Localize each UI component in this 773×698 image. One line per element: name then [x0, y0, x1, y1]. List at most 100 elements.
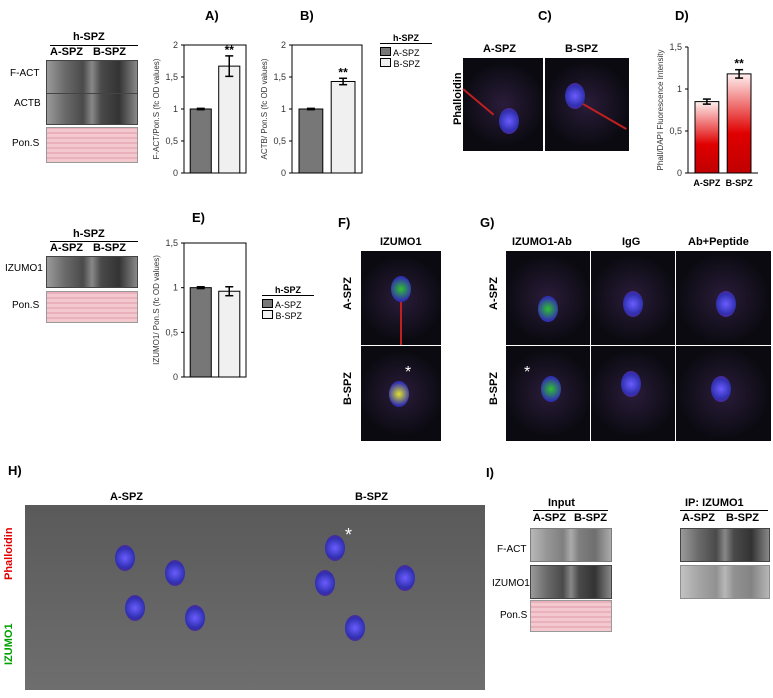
y-axis-label: IZUMO1/ Pon.S (fc OD values) — [152, 255, 161, 365]
blot-e-pons — [46, 291, 138, 323]
y-tick-label: 1 — [173, 104, 178, 114]
image-c-a — [462, 57, 544, 152]
i-col-b1: B-SPZ — [574, 512, 607, 524]
g-col-1: IZUMO1-Ab — [512, 236, 572, 248]
blot-col-b: B-SPZ — [93, 46, 126, 58]
y-tick-label: 1 — [677, 84, 682, 94]
legend-e-b: B-SPZ — [275, 311, 303, 321]
significance-mark: ** — [734, 57, 744, 71]
chart-d: 0 0,5 1 1,5 Phall/DAPI Fluorescence Intensit… — [656, 42, 758, 188]
i-col-b2: B-SPZ — [726, 512, 759, 524]
y-tick-label: 2 — [281, 40, 286, 50]
h-asterisk: * — [345, 525, 353, 545]
blot-pons — [46, 127, 138, 163]
y-tick-label: 0 — [173, 168, 178, 178]
h-col-a: A-SPZ — [110, 491, 143, 503]
image-c-b — [544, 57, 630, 152]
legend-title: h-SPZ — [380, 33, 432, 44]
y-tick-label: 1,5 — [273, 72, 286, 82]
blot-e-izumo1 — [46, 256, 138, 288]
bar-a-spz — [189, 287, 212, 378]
blot-row-pons: Pon.S — [12, 138, 40, 149]
legend-e-title: h-SPZ — [262, 285, 314, 296]
i-blot-input-pons — [530, 600, 612, 632]
blot-e-col-a: A-SPZ — [50, 242, 83, 254]
panel-label-a: A) — [205, 8, 219, 23]
y-tick-label: 1,5 — [165, 72, 178, 82]
bar-b-spz — [218, 65, 241, 174]
legend-e: h-SPZ A-SPZ B-SPZ — [262, 285, 314, 321]
y-axis-label: ACTB/ Pon.S (fc OD values) — [260, 58, 269, 159]
image-g-2a — [590, 250, 676, 347]
panel-label-d: D) — [675, 8, 689, 23]
c-col-a: A-SPZ — [483, 43, 516, 55]
image-f-a — [360, 250, 442, 347]
i-row-izumo1: IZUMO1 — [492, 578, 530, 589]
y-tick-label: 0,5 — [273, 136, 286, 146]
significance-mark: ** — [338, 65, 348, 79]
image-h-3d: * — [25, 505, 485, 690]
f-row-b: B-SPZ — [342, 372, 354, 405]
i-blot-input-f-act — [530, 528, 612, 562]
blot-e-col-b: B-SPZ — [93, 242, 126, 254]
bar-b-spz — [330, 80, 356, 174]
g-col-2: IgG — [622, 236, 641, 248]
y-axis-label: Phall/DAPI Fluorescence Intensity — [656, 50, 665, 171]
i-blot-input-izumo1 — [530, 565, 612, 599]
i-group-input: Input — [548, 497, 575, 509]
g-row-a: A-SPZ — [488, 277, 500, 310]
y-tick-label: 1 — [173, 283, 178, 293]
blot-f-act — [46, 60, 138, 95]
panel-label-c: C) — [538, 8, 552, 23]
x-tick-label: B-SPZ — [726, 178, 754, 188]
i-col-a1: A-SPZ — [533, 512, 566, 524]
g-col-3: Ab+Peptide — [688, 236, 749, 248]
blot-e-group: h-SPZ — [73, 228, 105, 240]
y-tick-label: 0 — [173, 372, 178, 382]
panel-label-f: F) — [338, 215, 351, 230]
y-tick-label: 1 — [281, 104, 286, 114]
bar-b-spz — [218, 290, 241, 378]
x-tick-label: A-SPZ — [693, 178, 721, 188]
bar-a-spz — [694, 101, 720, 174]
bar-b-spz — [726, 73, 752, 174]
y-tick-label: 0,5 — [669, 126, 682, 136]
image-g-3b — [675, 345, 772, 442]
image-g-3a — [675, 250, 772, 347]
h-col-b: B-SPZ — [355, 491, 388, 503]
bar-a-spz — [189, 108, 212, 174]
legend-top: h-SPZ A-SPZ B-SPZ — [380, 33, 432, 69]
y-tick-label: 0,5 — [165, 136, 178, 146]
blot-e-row-pons: Pon.S — [12, 300, 40, 311]
i-row-f-act: F-ACT — [497, 544, 527, 555]
chart-e: 0 0,5 1 1,5 IZUMO1/ Pon.S (fc OD values) — [152, 238, 247, 382]
image-g-1b: * — [505, 345, 591, 442]
i-blot-ip-f-act — [680, 528, 770, 562]
f-col-izumo1: IZUMO1 — [380, 236, 422, 248]
bar-a-spz — [298, 108, 324, 174]
chart-a: 0 0,5 1 1,5 2 F-ACT/Pon.S (fc OD values) ** — [152, 40, 247, 178]
image-f-b: * — [360, 345, 442, 442]
y-tick-label: 1,5 — [165, 238, 178, 248]
blot-row-f-act: F-ACT — [10, 68, 40, 79]
panel-label-b: B) — [300, 8, 314, 23]
significance-mark: ** — [225, 43, 235, 57]
chart-b: 0 0,5 1 1,5 2 ACTB/ Pon.S (fc OD values) ** — [260, 40, 363, 178]
blot-e-row-izumo1: IZUMO1 — [5, 263, 43, 274]
blot-col-a: A-SPZ — [50, 46, 83, 58]
image-g-1a — [505, 250, 591, 347]
y-axis-label: F-ACT/Pon.S (fc OD values) — [152, 58, 161, 159]
h-stain-phalloidin: Phalloidin — [3, 527, 15, 580]
blot-group-label: h-SPZ — [73, 31, 105, 43]
y-tick-label: 0 — [677, 168, 682, 178]
legend-e-a: A-SPZ — [275, 300, 302, 310]
g-asterisk: * — [524, 364, 531, 381]
legend-a: A-SPZ — [393, 48, 420, 58]
f-row-a: A-SPZ — [342, 277, 354, 310]
i-row-pons: Pon.S — [500, 610, 528, 621]
blot-actb — [46, 93, 138, 125]
panel-label-i: I) — [486, 465, 494, 480]
panel-label-e: E) — [192, 210, 205, 225]
panel-label-g: G) — [480, 215, 495, 230]
image-g-2b — [590, 345, 676, 442]
